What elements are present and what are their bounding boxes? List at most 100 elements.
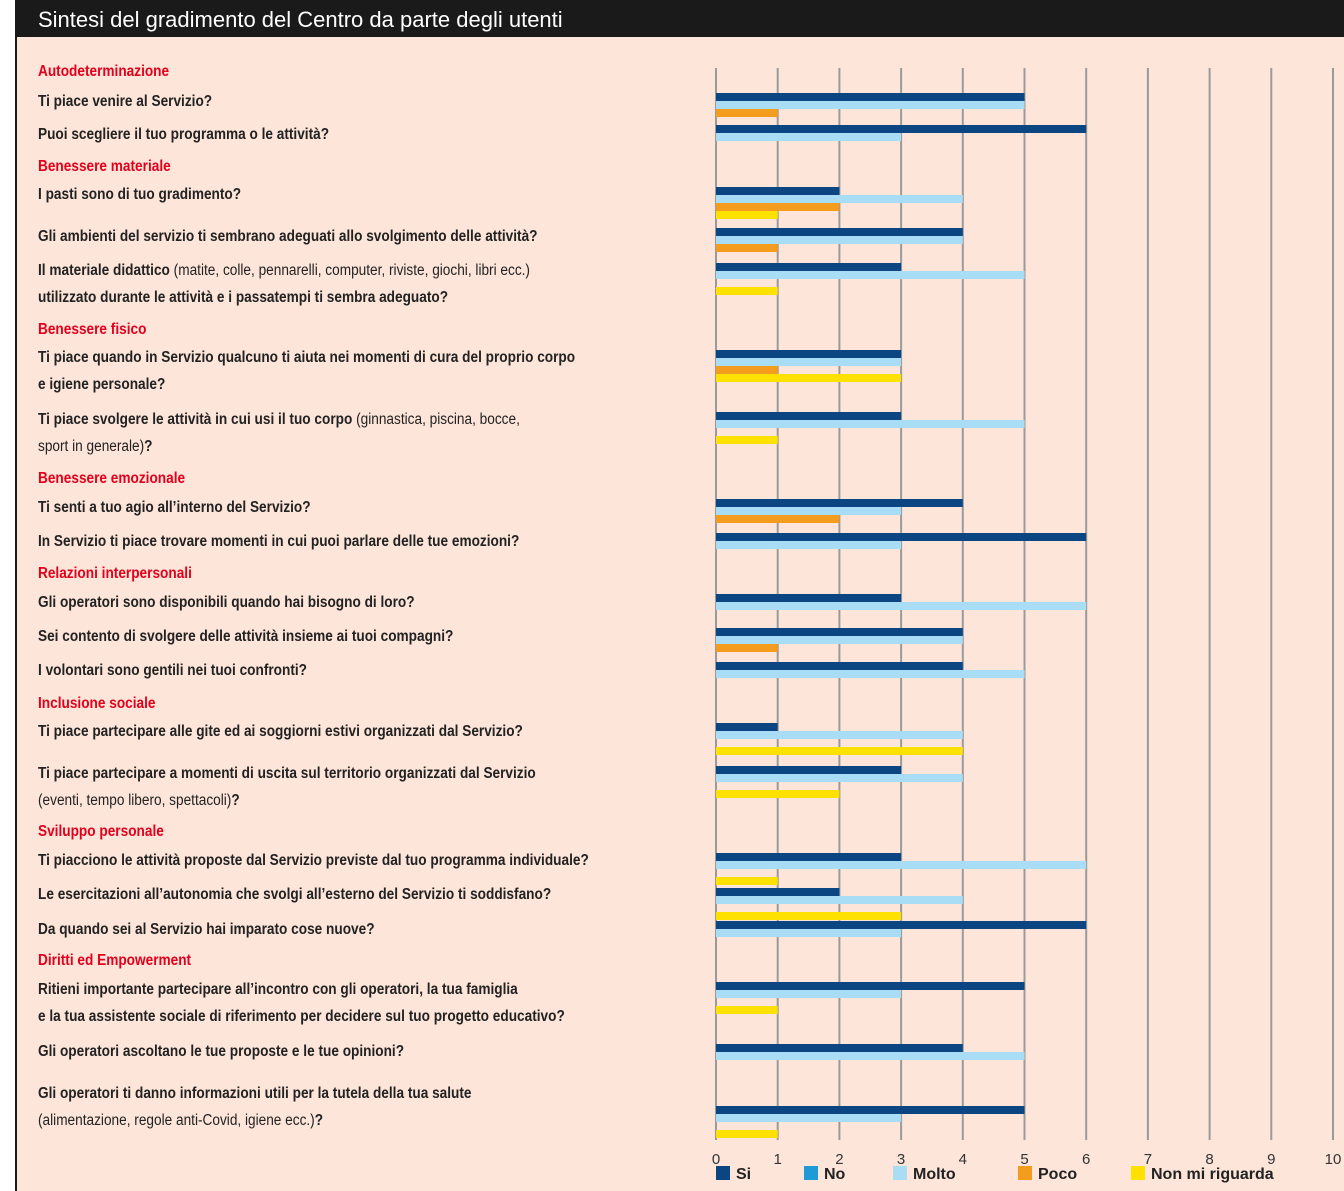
bar [716, 499, 963, 507]
bar [716, 929, 902, 937]
bar [716, 853, 902, 861]
category-label: Ti senti a tuo agio all’interno del Serv… [38, 499, 311, 516]
x-tick-label: 5 [1020, 1151, 1028, 1168]
category-label: Il materiale didattico (matite, colle, p… [38, 262, 530, 306]
bar [716, 790, 840, 798]
section-label: Benessere emozionale [38, 470, 186, 487]
x-tick-label: 7 [1144, 1151, 1152, 1168]
bar [716, 723, 778, 731]
bar [716, 93, 1025, 101]
bar [716, 507, 902, 515]
category-label: In Servizio ti piace trovare momenti in … [38, 533, 520, 550]
x-tick-label: 2 [835, 1151, 843, 1168]
category-label: Ti piace quando in Servizio qualcuno ti … [38, 349, 576, 393]
x-tick-label: 4 [959, 1151, 967, 1168]
category-label: Ti piace partecipare alle gite ed ai sog… [38, 723, 523, 740]
section-label: Sviluppo personale [38, 823, 164, 840]
bar [716, 1130, 778, 1138]
legend-label: No [824, 1166, 846, 1183]
bar [716, 125, 1087, 133]
legend-swatch [1018, 1166, 1032, 1180]
legend-label: Molto [913, 1166, 956, 1183]
bar [716, 896, 963, 904]
bar [716, 921, 1087, 929]
bar [716, 236, 963, 244]
bar [716, 263, 902, 271]
bar [716, 515, 840, 523]
legend-swatch [1131, 1166, 1145, 1180]
bar [716, 747, 963, 755]
bar [716, 662, 963, 670]
category-label: I pasti sono di tuo gradimento? [38, 186, 242, 203]
bar [716, 228, 963, 236]
chart-title: Sintesi del gradimento del Centro da par… [38, 7, 563, 32]
category-label: Gli operatori ti danno informazioni util… [38, 1085, 472, 1129]
bar [716, 271, 1025, 279]
bar [716, 420, 1025, 428]
bar [716, 766, 902, 774]
bar [716, 101, 1025, 109]
bar [716, 1044, 963, 1052]
bar [716, 366, 778, 374]
bar [716, 1052, 1025, 1060]
bar [716, 541, 902, 549]
category-label: Gli operatori ascoltano le tue proposte … [38, 1043, 405, 1060]
bar [716, 888, 840, 896]
bar [716, 374, 902, 382]
bar [716, 628, 963, 636]
category-label: Sei contento di svolgere delle attività … [38, 628, 454, 645]
section-label: Autodeterminazione [38, 63, 170, 80]
bar [716, 1006, 778, 1014]
x-tick-label: 1 [774, 1151, 782, 1168]
section-label: Diritti ed Empowerment [38, 952, 192, 969]
legend-label: Non mi riguarda [1151, 1166, 1274, 1183]
section-label: Inclusione sociale [38, 695, 156, 712]
legend-swatch [804, 1166, 818, 1180]
x-tick-label: 8 [1205, 1151, 1213, 1168]
category-label: Da quando sei al Servizio hai imparato c… [38, 921, 375, 938]
bar [716, 436, 778, 444]
bar [716, 990, 902, 998]
category-label: Ti piace svolgere le attività in cui usi… [38, 411, 520, 455]
bar [716, 195, 963, 203]
bar [716, 203, 840, 211]
category-label: Ritieni importante partecipare all’incon… [38, 981, 565, 1025]
title-bar [17, 0, 1344, 37]
bar [716, 877, 778, 885]
category-label: Ti piacciono le attività proposte dal Se… [38, 852, 589, 869]
bar [716, 211, 778, 219]
legend-swatch [716, 1166, 730, 1180]
bar [716, 1114, 902, 1122]
bar [716, 861, 1087, 869]
bar [716, 636, 963, 644]
legend-swatch [893, 1166, 907, 1180]
bar [716, 358, 902, 366]
bar [716, 644, 778, 652]
x-tick-label: 0 [712, 1151, 720, 1168]
x-tick-label: 3 [897, 1151, 905, 1168]
x-tick-label: 10 [1325, 1151, 1342, 1168]
background [17, 0, 1344, 1191]
category-label: Puoi scegliere il tuo programma o le att… [38, 126, 330, 143]
category-label: Le esercitazioni all’autonomia che svolg… [38, 886, 552, 903]
bar [716, 244, 778, 252]
bar [716, 982, 1025, 990]
section-label: Relazioni interpersonali [38, 565, 192, 582]
bar [716, 602, 1087, 610]
bar [716, 287, 778, 295]
category-label: Gli ambienti del servizio ti sembrano ad… [38, 228, 538, 245]
bar [716, 774, 963, 782]
x-tick-label: 6 [1082, 1151, 1090, 1168]
bar [716, 109, 778, 117]
category-label: I volontari sono gentili nei tuoi confro… [38, 662, 308, 679]
section-label: Benessere fisico [38, 321, 147, 338]
x-tick-label: 9 [1267, 1151, 1275, 1168]
category-label: Ti piace venire al Servizio? [38, 93, 213, 110]
category-label: Gli operatori sono disponibili quando ha… [38, 594, 415, 611]
bar [716, 912, 902, 920]
bar [716, 594, 902, 602]
bar [716, 187, 840, 195]
bar [716, 670, 1025, 678]
bar [716, 731, 963, 739]
